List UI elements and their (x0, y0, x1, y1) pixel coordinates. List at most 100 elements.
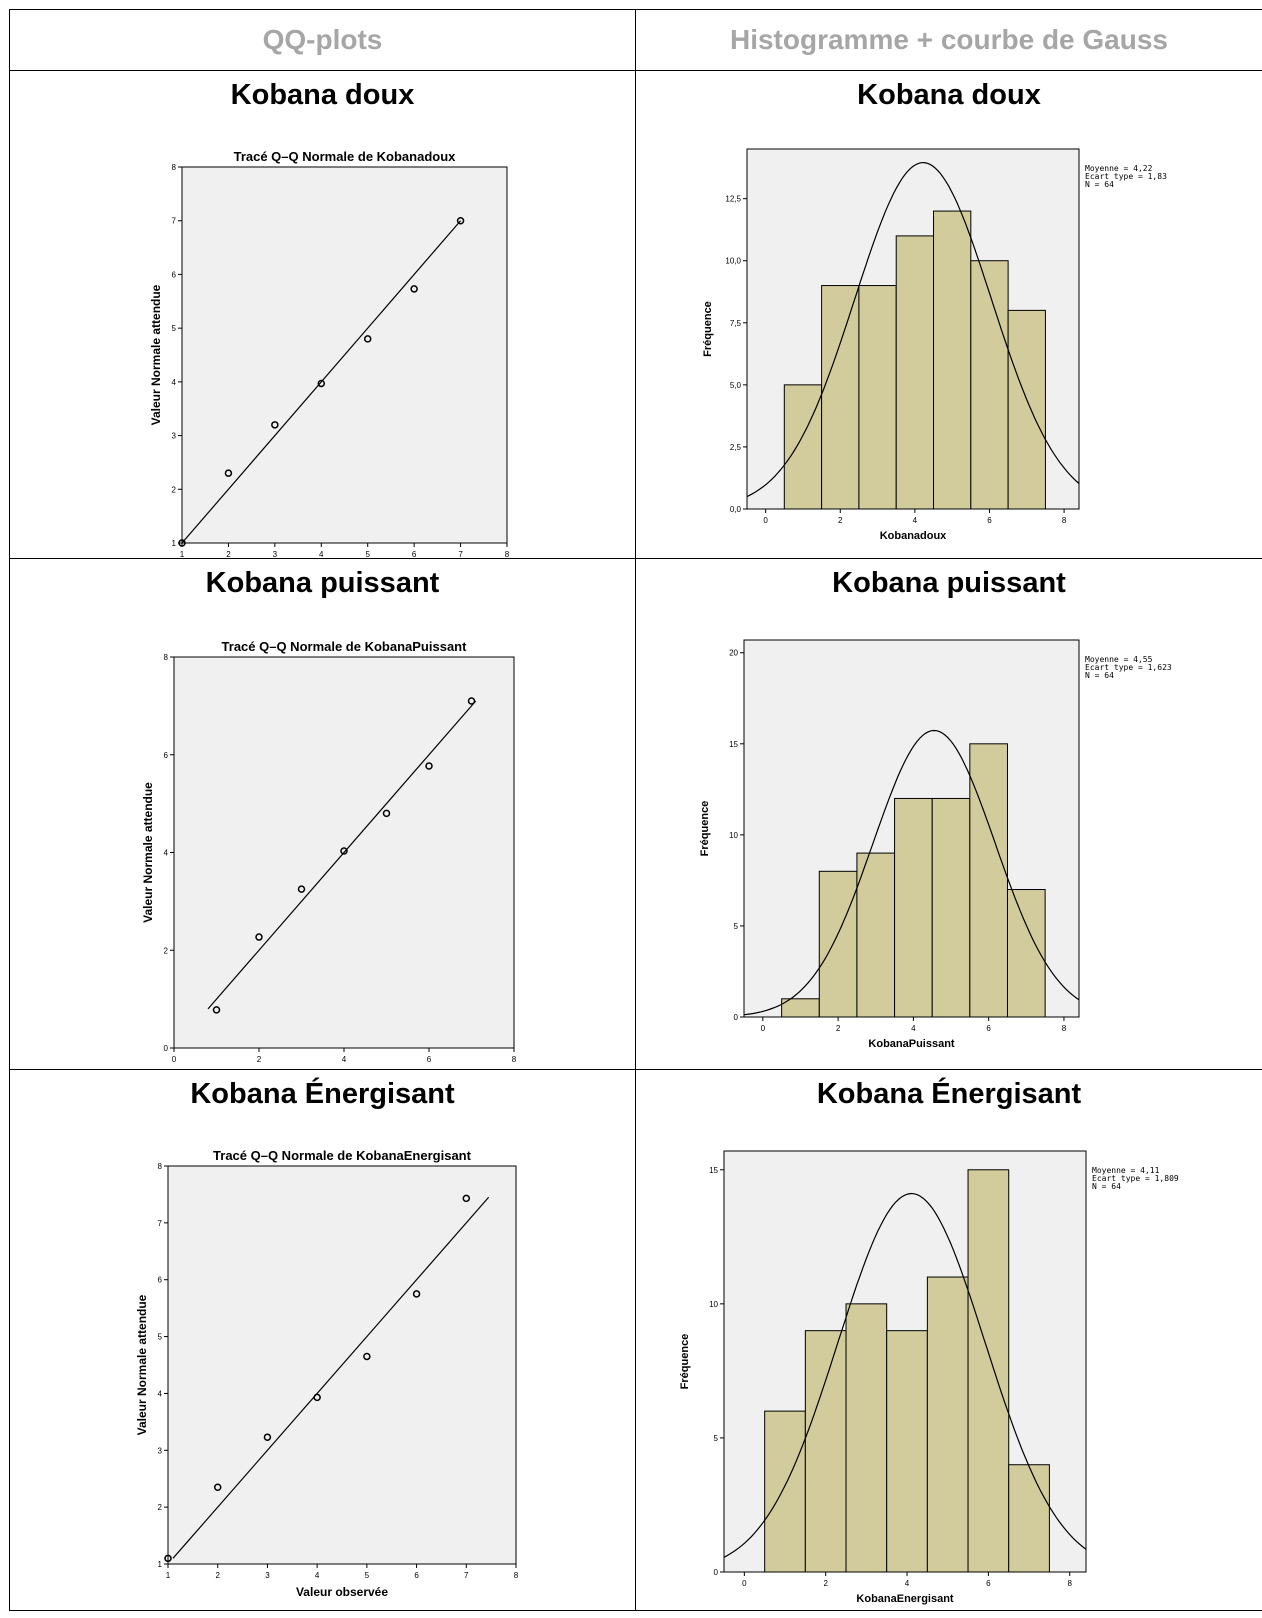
y-tick-label: 15 (709, 1166, 718, 1175)
x-axis-label: KobanaPuissant (868, 1038, 955, 1050)
y-tick-label: 3 (158, 1446, 163, 1455)
y-tick-label: 7 (172, 217, 177, 226)
y-tick-label: 5 (734, 922, 739, 931)
y-tick-label: 2 (172, 485, 177, 494)
data-point (271, 421, 279, 429)
x-tick-label: 8 (514, 1571, 519, 1580)
data-point (382, 809, 391, 818)
qq-cell: Kobana Énergisant Tracé Q–Q Normale de K… (9, 1069, 636, 1611)
data-point (412, 1290, 421, 1298)
y-tick-label: 6 (158, 1276, 163, 1285)
y-axis-label: Fréquence (679, 1334, 691, 1390)
data-point (317, 379, 326, 388)
x-axis-label: Kobanadoux (880, 530, 947, 542)
chart-title: Tracé Q–Q Normale de KobanaPuissant (222, 639, 468, 654)
x-tick-label: 2 (215, 1571, 220, 1580)
x-tick-label: 4 (905, 1579, 910, 1588)
x-tick-label: 4 (342, 1055, 347, 1064)
stats-legend-line: Moyenne = 4,55 (1085, 655, 1153, 664)
chart-title: Tracé Q–Q Normale de KobanaEnergisant (213, 1148, 472, 1163)
x-tick-label: 2 (226, 550, 231, 557)
histogram-cell: Kobana Énergisant 0 2 4 6 8 0 5 10 15 KobanaEnerg… (635, 1069, 1262, 1611)
x-tick-label: 6 (986, 1579, 991, 1588)
y-tick-label: 8 (172, 163, 177, 172)
normal-curve (743, 729, 1080, 1016)
y-axis-label: Fréquence (702, 301, 714, 357)
qq-cell: Kobana doux Tracé Q–Q Normale de Kobanad… (9, 70, 636, 559)
x-tick-label: 8 (512, 1055, 517, 1064)
data-point (178, 539, 186, 547)
x-tick-label: 8 (1062, 516, 1067, 525)
y-tick-label: 5,0 (730, 381, 742, 390)
x-tick-label: 4 (319, 550, 324, 557)
data-point (164, 1554, 172, 1563)
x-tick-label: 2 (823, 1579, 828, 1588)
x-tick-label: 8 (1068, 1579, 1073, 1588)
x-tick-label: 6 (427, 1055, 432, 1064)
x-tick-label: 7 (464, 1571, 469, 1580)
data-point (462, 1194, 471, 1203)
x-tick-label: 0 (172, 1055, 177, 1064)
y-tick-label: 6 (164, 751, 169, 760)
y-tick-label: 0 (714, 1568, 719, 1577)
histogram-bar (933, 210, 972, 510)
y-axis-label: Fréquence (699, 801, 711, 857)
chart-heading: Kobana puissant (832, 567, 1066, 599)
data-point (224, 469, 233, 477)
histogram-kobana-doux: 0 2 4 6 8 0,0 2,5 5,0 7,5 10,0 12,5 Kobanadoux Fréqu… (702, 148, 1167, 542)
y-tick-label: 3 (172, 432, 177, 441)
reference-line (172, 1196, 490, 1559)
histogram-bar (764, 1410, 806, 1573)
y-tick-label: 20 (729, 649, 738, 658)
x-tick-label: 0 (761, 1024, 766, 1033)
stats-legend-line: Ecart type = 1,623 (1085, 663, 1172, 672)
data-point (255, 933, 263, 941)
chart-heading: Kobana Énergisant (190, 1078, 455, 1110)
histogram-bar (821, 285, 860, 510)
histogram-bar (1006, 889, 1046, 1018)
histogram-bar (895, 235, 935, 510)
y-tick-label: 5 (172, 324, 177, 333)
chart-heading: Kobana doux (857, 79, 1041, 111)
y-tick-label: 7,5 (730, 319, 742, 328)
x-tick-label: 4 (315, 1571, 320, 1580)
reference-line (207, 700, 477, 1010)
stats-legend-line: Moyenne = 4,11 (1092, 1166, 1160, 1175)
y-tick-label: 8 (158, 1162, 163, 1171)
x-tick-label: 2 (838, 516, 843, 525)
qq-plot-kobana-energisant: Tracé Q–Q Normale de KobanaEnergisant 1 2 3… (135, 1148, 519, 1599)
y-tick-label: 5 (158, 1333, 163, 1342)
y-tick-label: 10 (709, 1300, 718, 1309)
x-tick-label: 4 (911, 1024, 916, 1033)
histogram-bar (931, 797, 971, 1018)
x-tick-label: 5 (365, 550, 370, 557)
y-tick-label: 4 (172, 378, 177, 387)
y-tick-label: 2 (164, 946, 169, 955)
results-table: QQ-plots Histogramme + courbe de Gauss K… (9, 9, 1262, 1611)
x-tick-label: 4 (913, 516, 918, 525)
reference-line (181, 220, 462, 544)
x-tick-label: 6 (987, 516, 992, 525)
x-tick-label: 6 (414, 1571, 419, 1580)
x-tick-label: 1 (166, 1571, 171, 1580)
histogram-bar (845, 1303, 888, 1573)
data-point (263, 1433, 272, 1441)
x-tick-label: 3 (273, 550, 278, 557)
y-tick-label: 2,5 (730, 443, 742, 452)
y-tick-label: 15 (729, 740, 738, 749)
y-tick-label: 0,0 (730, 505, 742, 514)
data-point (456, 216, 465, 225)
x-axis-label: KobanaEnergisant (856, 1593, 954, 1605)
y-tick-label: 7 (158, 1219, 163, 1228)
x-tick-label: 1 (180, 550, 185, 557)
row-kobana-doux: Kobana doux Tracé Q–Q Normale de Kobanad… (9, 70, 1262, 559)
y-tick-label: 0 (164, 1044, 169, 1053)
histogram-bar (894, 797, 933, 1018)
x-tick-label: 2 (257, 1055, 262, 1064)
y-tick-label: 4 (164, 849, 169, 858)
data-point (363, 335, 372, 343)
data-point (467, 697, 476, 705)
